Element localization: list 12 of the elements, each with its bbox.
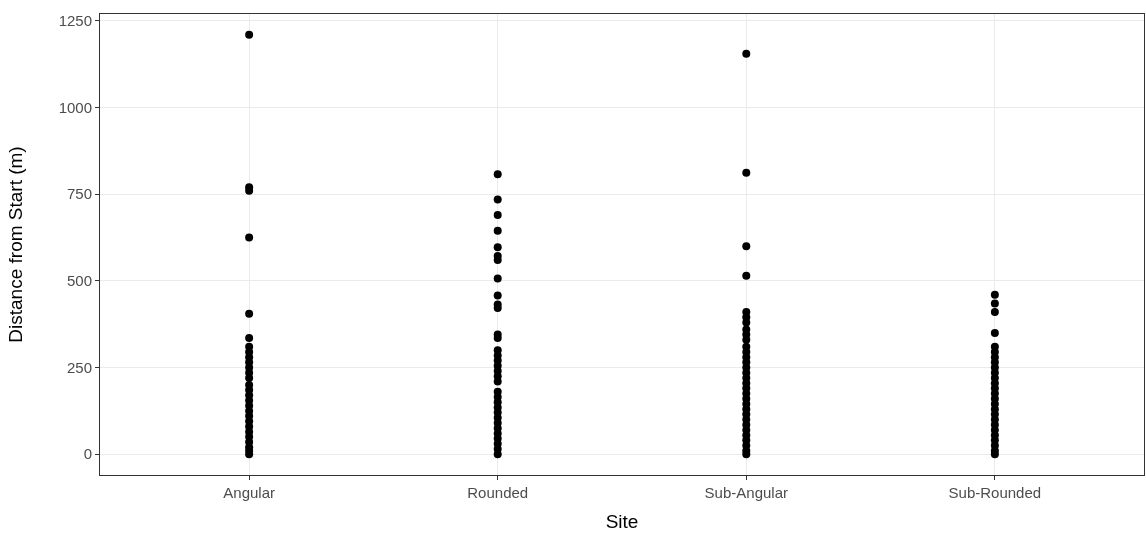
y-tick-label: 500 [66,272,92,290]
y-tick-label: 750 [66,185,92,203]
y-tick-label: 1250 [58,12,92,30]
x-axis-title: Site [605,510,639,532]
y-tick-label: 0 [83,445,92,463]
x-tick-label: Sub-Rounded [948,484,1042,501]
x-tick-label: Angular [223,484,275,501]
y-tick-label: 250 [66,358,92,376]
x-tick-label: Rounded [467,484,529,501]
y-tick-label: 1000 [58,98,92,116]
y-axis-title: Distance from Start (m) [5,146,27,343]
x-tick-label: Sub-Angular [704,484,788,501]
